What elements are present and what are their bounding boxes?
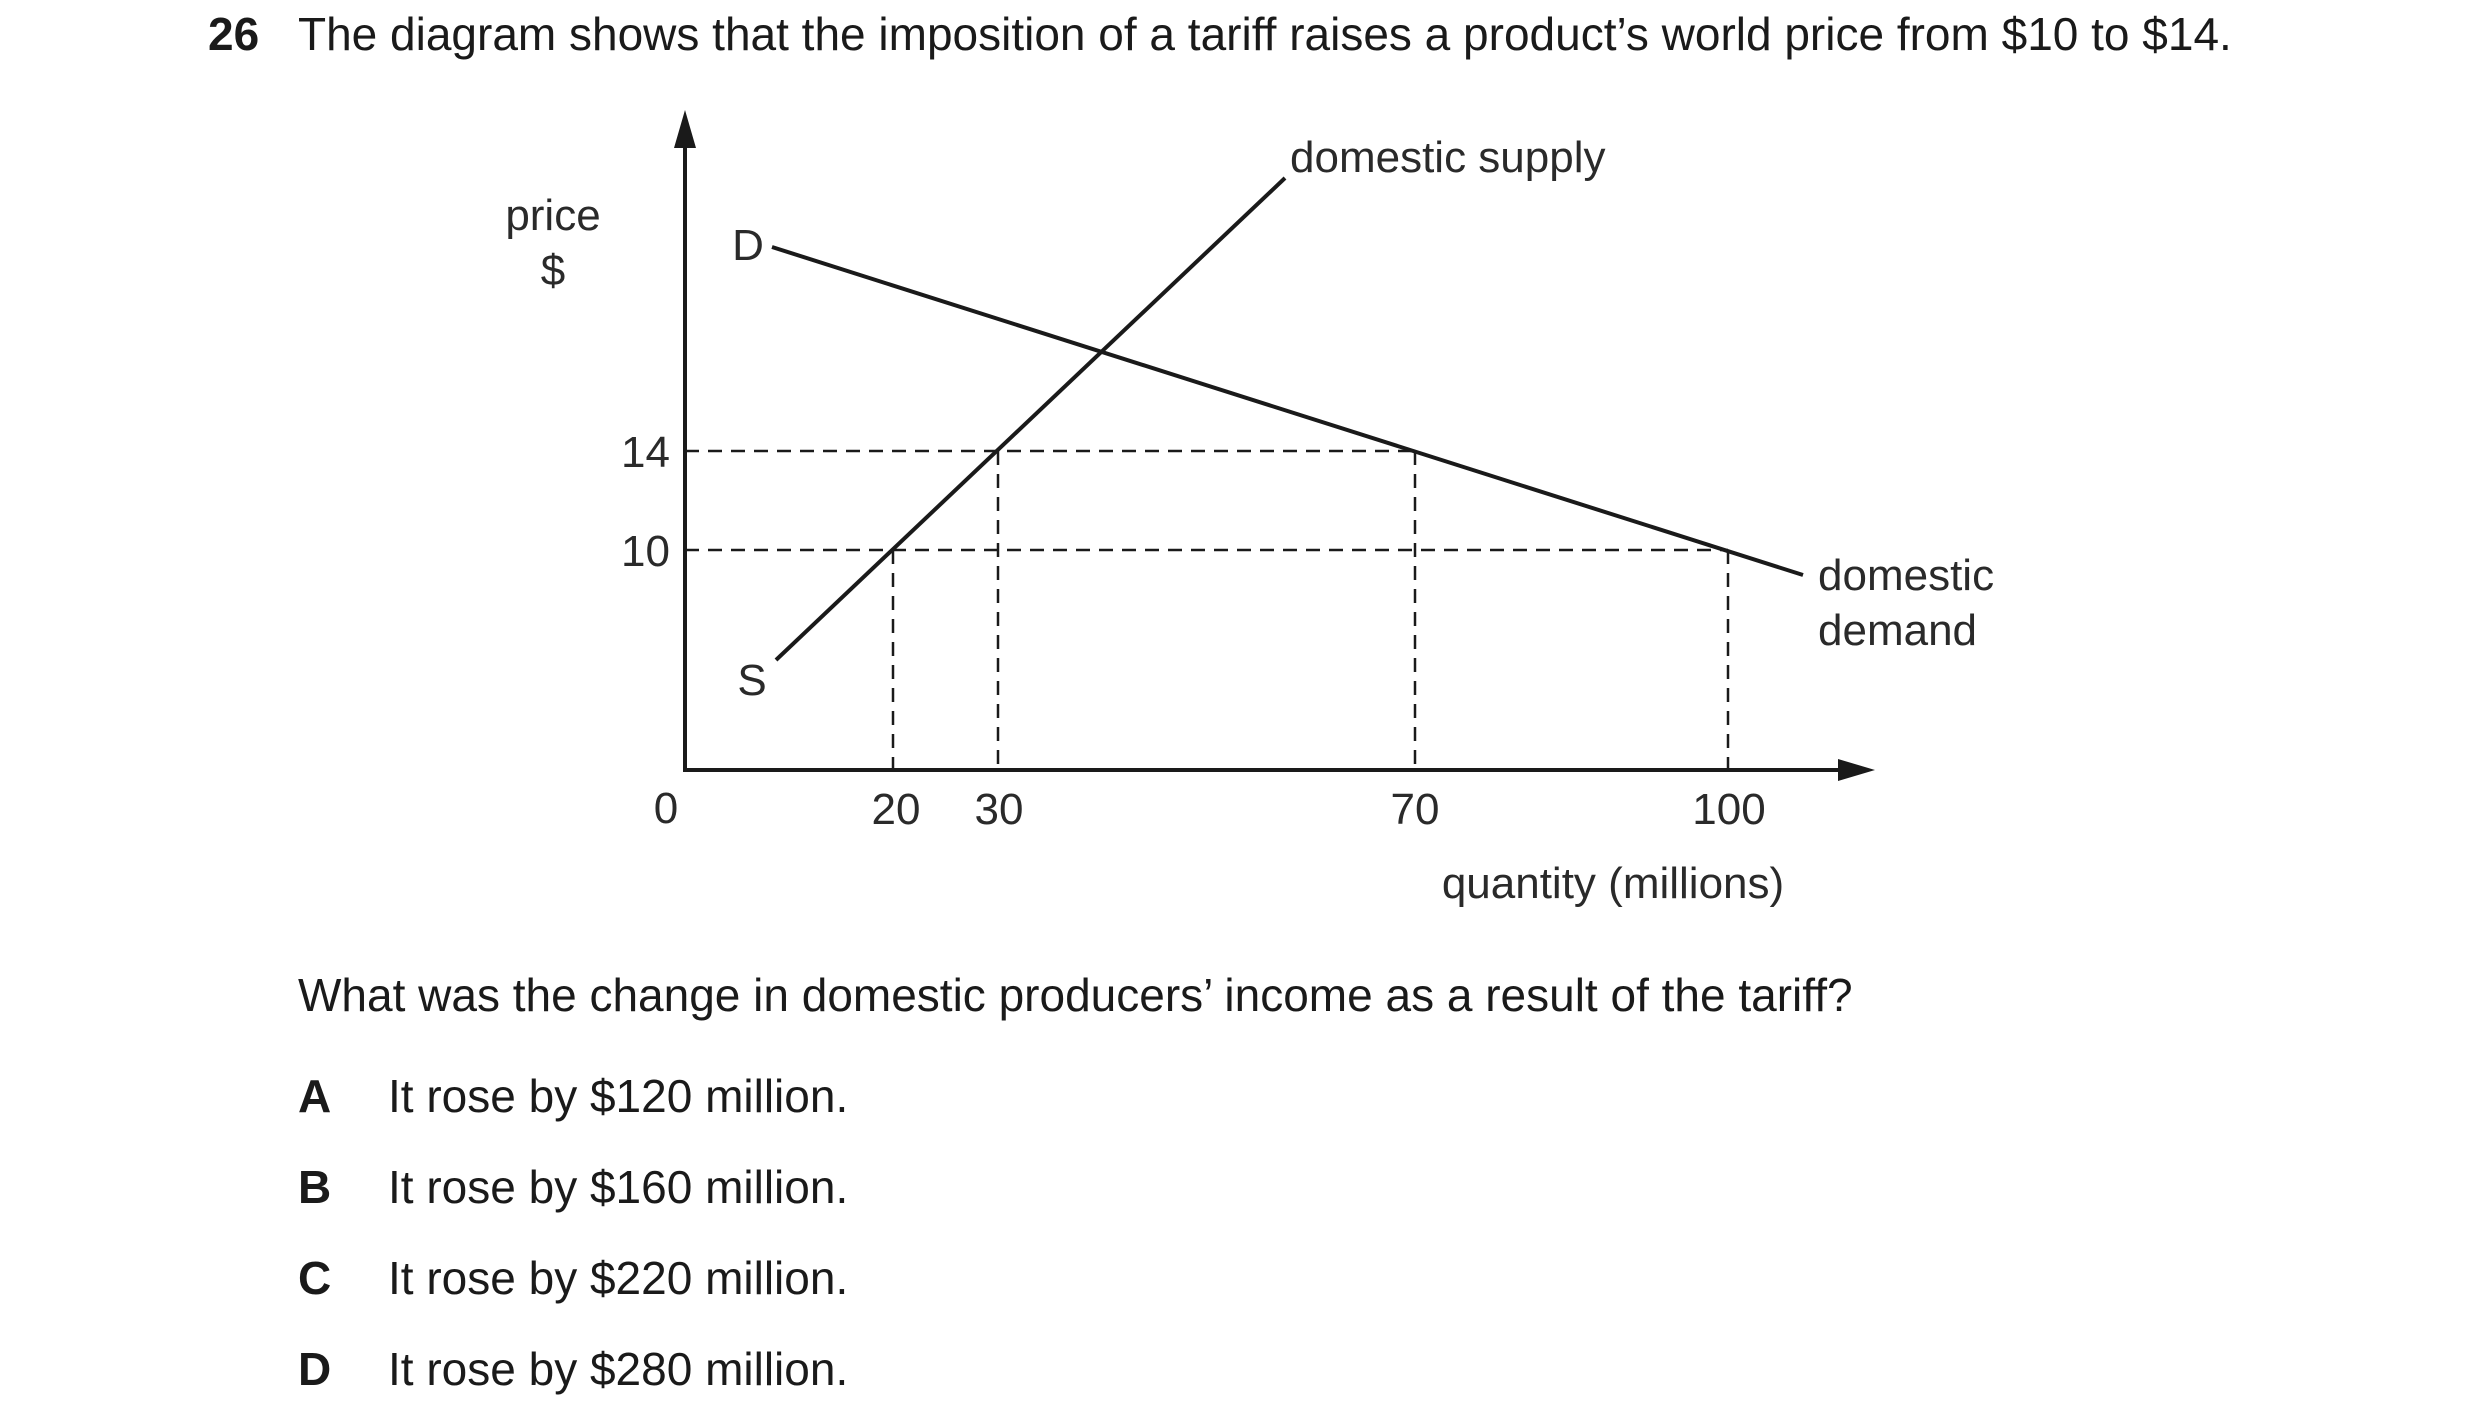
option-letter: B [298, 1161, 332, 1213]
question-text: The diagram shows that the imposition of… [298, 8, 2232, 60]
question-number: 26 [208, 8, 260, 60]
option-b[interactable]: B It rose by $160 million. [298, 1159, 848, 1215]
option-letter: A [298, 1070, 332, 1122]
y-axis-arrow [674, 110, 696, 148]
x-axis-arrow [1838, 759, 1875, 781]
demand-curve-label-line1: domestic [1818, 551, 1994, 600]
x-tick-70: 70 [1391, 785, 1440, 834]
demand-short-label: D [732, 221, 764, 270]
option-c[interactable]: C It rose by $220 million. [298, 1250, 848, 1306]
question-prompt: What was the change in domestic producer… [298, 969, 1853, 1021]
x-axis-label: quantity (millions) [1442, 859, 1784, 908]
supply-short-label: S [737, 656, 766, 705]
option-text: It rose by $280 million. [388, 1343, 849, 1395]
supply-curve-label: domestic supply [1290, 133, 1605, 182]
y-axis-label-price: price [505, 191, 600, 240]
option-letter: D [298, 1343, 332, 1395]
demand-curve [771, 245, 1804, 577]
option-d[interactable]: D It rose by $280 million. [298, 1341, 848, 1397]
y-axis-label-currency: $ [541, 246, 565, 295]
x-tick-100: 100 [1692, 785, 1765, 834]
y-tick-14: 14 [621, 428, 670, 477]
option-text: It rose by $160 million. [388, 1161, 849, 1213]
origin-label: 0 [654, 784, 678, 833]
y-tick-10: 10 [621, 527, 670, 576]
reference-lines [685, 449, 1730, 770]
supply-curve [774, 176, 1287, 662]
option-text: It rose by $120 million. [388, 1070, 849, 1122]
x-tick-30: 30 [975, 785, 1024, 834]
option-text: It rose by $220 million. [388, 1252, 849, 1304]
x-tick-20: 20 [872, 785, 921, 834]
tariff-diagram: price $ 0 quantity (millions) 14 10 20 3… [505, 110, 1994, 908]
option-a[interactable]: A It rose by $120 million. [298, 1068, 848, 1124]
option-letter: C [298, 1252, 332, 1304]
demand-curve-label-line2: demand [1818, 606, 1977, 655]
